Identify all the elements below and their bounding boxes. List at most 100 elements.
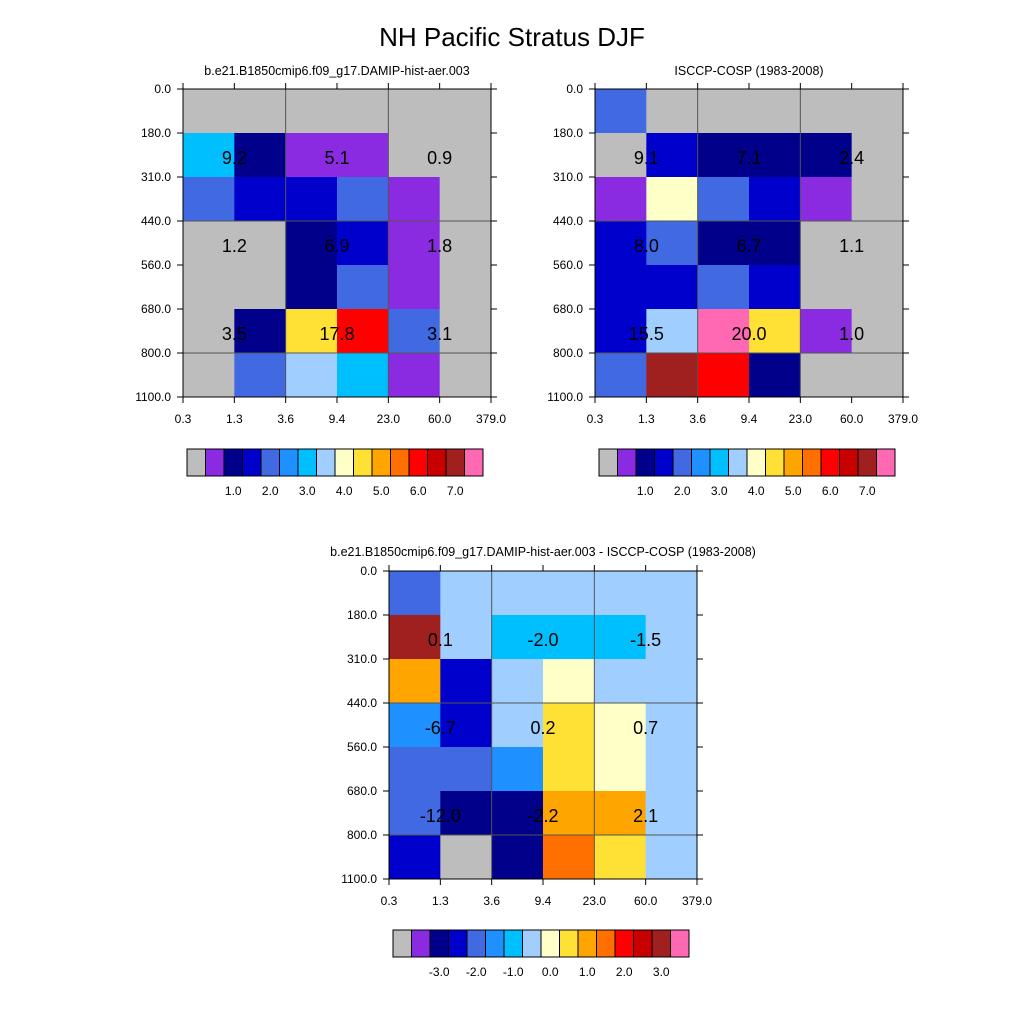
heatmap-cell bbox=[800, 309, 853, 354]
colorbar-label: 2.0 bbox=[674, 484, 691, 498]
heatmap-cell bbox=[439, 353, 492, 398]
x-tick-label: 379.0 bbox=[476, 412, 506, 426]
heatmap-cell bbox=[440, 659, 493, 704]
heatmap-cell bbox=[440, 615, 493, 660]
heatmap-cell bbox=[440, 703, 493, 748]
y-tick-label: 800.0 bbox=[347, 828, 377, 842]
heatmap-cell bbox=[697, 265, 750, 310]
colorbar-swatch bbox=[654, 448, 674, 477]
heatmap-cell bbox=[183, 133, 235, 178]
cell-value-label: 6.9 bbox=[324, 236, 349, 256]
cell-value-label: 0.1 bbox=[428, 630, 453, 650]
y-tick-label: 310.0 bbox=[141, 170, 171, 184]
heatmap-cell bbox=[749, 177, 801, 222]
heatmap-cell bbox=[388, 221, 441, 266]
x-tick-label: 60.0 bbox=[428, 412, 452, 426]
colorbar-swatch bbox=[839, 448, 859, 477]
colorbar-swatch bbox=[411, 929, 431, 958]
colorbar-swatch bbox=[408, 448, 428, 477]
cell-value-label: 0.9 bbox=[427, 148, 452, 168]
heatmap-cell bbox=[285, 265, 338, 310]
x-tick-label: 9.4 bbox=[741, 412, 758, 426]
heatmap-cell bbox=[595, 309, 647, 354]
heatmap-cell bbox=[183, 353, 235, 398]
heatmap-cell bbox=[491, 835, 544, 880]
heatmap-cell bbox=[439, 89, 492, 134]
heatmap-cell bbox=[594, 791, 647, 836]
colorbar-swatch bbox=[670, 929, 690, 958]
colorbar-label: 1.0 bbox=[225, 484, 242, 498]
heatmap-cell bbox=[646, 353, 699, 398]
heatmap-cell bbox=[697, 309, 750, 354]
heatmap-cell bbox=[645, 571, 698, 616]
cell-value-label: -6.7 bbox=[425, 718, 456, 738]
colorbar-swatch bbox=[820, 448, 840, 477]
heatmap-cell bbox=[851, 221, 904, 266]
heatmap-cell bbox=[645, 747, 698, 792]
heatmap-cell bbox=[388, 353, 441, 398]
heatmap-cell bbox=[337, 133, 389, 178]
heatmap-cell bbox=[337, 89, 389, 134]
cell-value-label: 9.1 bbox=[634, 148, 659, 168]
heatmap-cell bbox=[697, 353, 750, 398]
heatmap-cell bbox=[439, 265, 492, 310]
heatmap-cell bbox=[491, 659, 544, 704]
heatmap-cell bbox=[388, 177, 441, 222]
heatmap-cell bbox=[389, 571, 441, 616]
colorbar-swatch bbox=[783, 448, 803, 477]
heatmap-cell bbox=[491, 747, 544, 792]
colorbar-swatch bbox=[746, 448, 766, 477]
colorbar-swatch bbox=[876, 448, 896, 477]
heatmap-cell bbox=[543, 835, 595, 880]
y-tick-label: 310.0 bbox=[553, 170, 583, 184]
heatmap-cell bbox=[440, 747, 493, 792]
heatmap-cell bbox=[389, 791, 441, 836]
heatmap-cell bbox=[645, 615, 698, 660]
y-tick-label: 680.0 bbox=[553, 302, 583, 316]
heatmap-cell bbox=[697, 177, 750, 222]
colorbar-label: 5.0 bbox=[373, 484, 390, 498]
x-tick-label: 23.0 bbox=[583, 894, 607, 908]
colorbar-swatch bbox=[485, 929, 505, 958]
heatmap-cell bbox=[594, 747, 647, 792]
heatmap-cell bbox=[594, 659, 647, 704]
heatmap-cell bbox=[851, 353, 904, 398]
cell-value-label: 3.5 bbox=[222, 324, 247, 344]
heatmap-cell bbox=[389, 659, 441, 704]
colorbar-swatch bbox=[598, 448, 618, 477]
y-tick-label: 440.0 bbox=[347, 696, 377, 710]
colorbar-swatch bbox=[559, 929, 579, 958]
heatmap-cell bbox=[388, 265, 441, 310]
colorbar-swatch bbox=[448, 929, 468, 958]
colorbar-swatch bbox=[614, 929, 634, 958]
x-tick-label: 23.0 bbox=[789, 412, 813, 426]
y-tick-label: 680.0 bbox=[347, 784, 377, 798]
heatmap-cell bbox=[800, 177, 853, 222]
heatmap-cell bbox=[183, 309, 235, 354]
colorbar-swatch bbox=[260, 448, 280, 477]
heatmap-cell bbox=[645, 835, 698, 880]
colorbar-swatch bbox=[765, 448, 785, 477]
colorbar-swatch bbox=[242, 448, 262, 477]
colorbar-swatch bbox=[186, 448, 206, 477]
colorbar-swatch bbox=[540, 929, 560, 958]
heatmap-cell bbox=[851, 89, 904, 134]
colorbar-swatch bbox=[279, 448, 299, 477]
heatmap-cell bbox=[595, 133, 647, 178]
cell-value-label: 5.1 bbox=[324, 148, 349, 168]
colorbar-label: 5.0 bbox=[785, 484, 802, 498]
colorbar-swatch bbox=[223, 448, 243, 477]
heatmap-cell bbox=[543, 791, 595, 836]
heatmap-cell bbox=[234, 133, 287, 178]
heatmap-cell bbox=[749, 133, 801, 178]
heatmap-cell bbox=[491, 703, 544, 748]
heatmap-cell bbox=[645, 791, 698, 836]
heatmap-cell bbox=[337, 309, 389, 354]
heatmap-cell bbox=[595, 89, 647, 134]
heatmap-cell bbox=[285, 221, 338, 266]
heatmap-cell bbox=[285, 177, 338, 222]
y-tick-label: 680.0 bbox=[141, 302, 171, 316]
colorbar-swatch bbox=[390, 448, 410, 477]
colorbar-swatch bbox=[429, 929, 449, 958]
colorbar-label: 1.0 bbox=[637, 484, 654, 498]
